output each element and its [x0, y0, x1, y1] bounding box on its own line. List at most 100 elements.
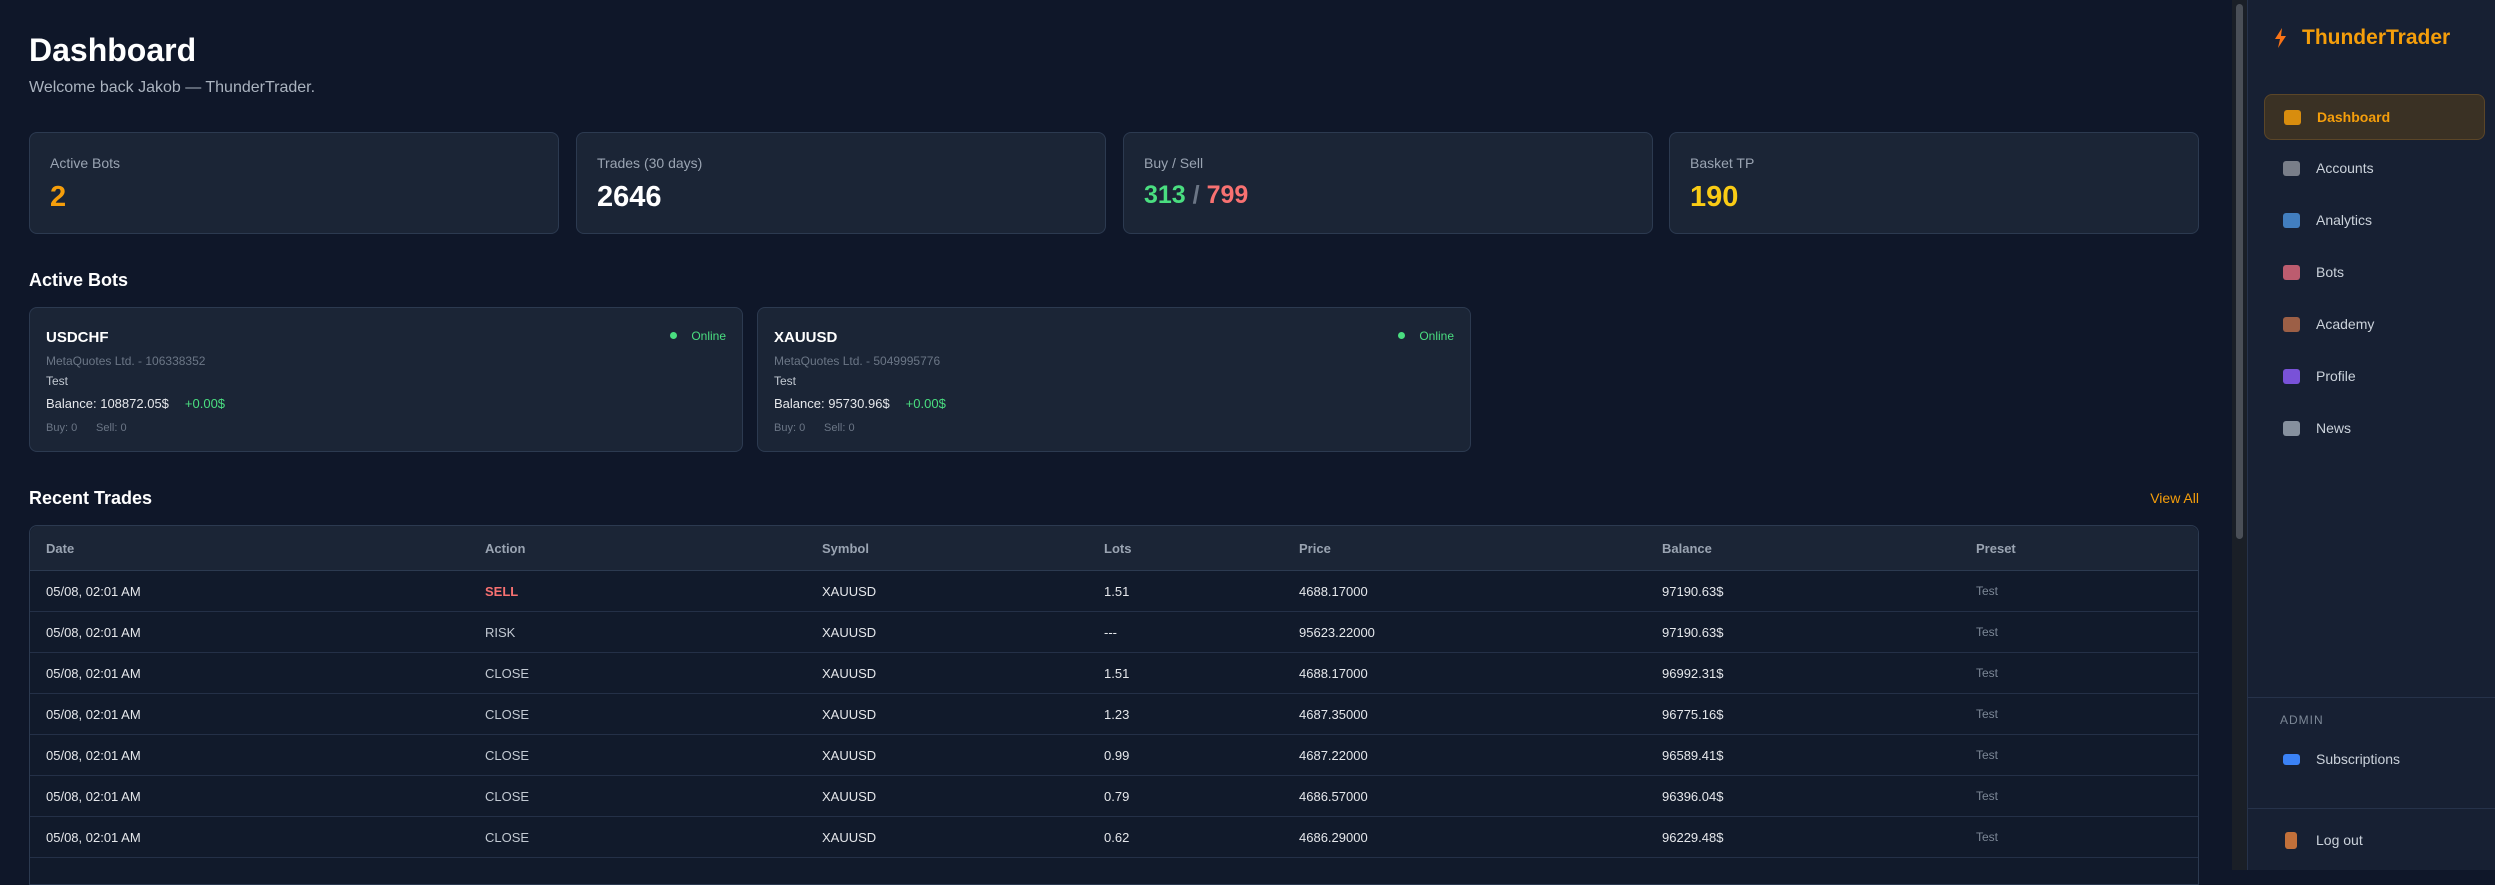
- sell-count: 799: [1206, 181, 1249, 209]
- table-row[interactable]: 05/08, 02:01 AM CLOSE XAUUSD 0.99 4687.22000…: [30, 735, 2198, 776]
- nav-icon: [2283, 317, 2300, 332]
- stat-label: Basket TP: [1690, 155, 1755, 171]
- bot-sell: Sell: 0: [824, 422, 855, 434]
- column-header: Date: [46, 541, 75, 556]
- table-row[interactable]: 05/08, 02:01 AM SELL XAUUSD 1.51 4688.17000 9…: [30, 571, 2198, 612]
- table-cell: SELL: [485, 584, 519, 599]
- column-header: Balance: [1662, 541, 1712, 556]
- brand[interactable]: ThunderTrader: [2302, 26, 2451, 49]
- table-cell: XAUUSD: [822, 584, 877, 599]
- table-cell: 96396.04$: [1662, 789, 1724, 804]
- table-cell: Test: [1976, 584, 1999, 598]
- nav-item[interactable]: News: [2264, 406, 2485, 452]
- separator: /: [1192, 181, 1200, 209]
- bot-card[interactable]: XAUUSD Online MetaQuotes Ltd. - 5049995776…: [757, 307, 1471, 452]
- divider: [2247, 808, 2495, 809]
- balance-label: Balance:: [774, 396, 825, 411]
- table-cell: Test: [1976, 789, 1999, 803]
- table-header: [30, 526, 2198, 571]
- table-cell: 96992.31$: [1662, 666, 1724, 681]
- bot-buy: Buy: 0: [774, 422, 806, 434]
- table-cell: XAUUSD: [822, 789, 877, 804]
- table-cell: 05/08, 02:01 AM: [46, 748, 141, 763]
- table-cell: 05/08, 02:01 AM: [46, 625, 141, 640]
- buy-count: 313: [1144, 181, 1186, 209]
- brand-icon: [2275, 28, 2286, 48]
- nav-item[interactable]: Profile: [2264, 354, 2485, 400]
- logout-button[interactable]: Log out: [2264, 818, 2485, 864]
- table-cell: 96589.41$: [1662, 748, 1724, 763]
- table-cell: 97190.63$: [1662, 584, 1724, 599]
- table-cell: 0.62: [1104, 830, 1130, 845]
- table-cell: 95623.22000: [1299, 625, 1375, 640]
- table-row[interactable]: 05/08, 02:01 AM CLOSE XAUUSD 0.79 4686.57000…: [30, 776, 2198, 817]
- table-cell: XAUUSD: [822, 707, 877, 722]
- nav-item[interactable]: Analytics: [2264, 198, 2485, 244]
- table-cell: 05/08, 02:01 AM: [46, 789, 141, 804]
- column-header: Action: [485, 541, 526, 556]
- nav-icon: [2283, 265, 2300, 280]
- table-row[interactable]: 05/08, 02:01 AM CLOSE XAUUSD 1.51 4688.17000…: [30, 653, 2198, 694]
- stat-label: Active Bots: [50, 155, 121, 171]
- table-cell: 96775.16$: [1662, 707, 1724, 722]
- bot-preset: Test: [774, 374, 797, 388]
- table-row[interactable]: 05/08, 02:01 AM CLOSE XAUUSD 1.23 4687.35000…: [30, 694, 2198, 735]
- nav-label: Bots: [2316, 264, 2345, 280]
- nav-icon: [2283, 754, 2300, 765]
- stat-value: 2: [50, 181, 67, 213]
- table-cell: 0.99: [1104, 748, 1130, 763]
- stat-card: Active Bots 2: [29, 132, 559, 234]
- admin-heading: ADMIN: [2280, 713, 2324, 727]
- column-header: Symbol: [822, 541, 869, 556]
- table-cell: CLOSE: [485, 748, 530, 763]
- nav-icon: [2283, 369, 2300, 384]
- page-title: Dashboard: [29, 32, 197, 68]
- table-row[interactable]: 05/08, 02:01 AM CLOSE XAUUSD 0.62 4686.29000…: [30, 817, 2198, 858]
- bot-account: MetaQuotes Ltd. - 5049995776: [774, 354, 941, 368]
- status-dot: [670, 332, 677, 339]
- table-cell: XAUUSD: [822, 748, 877, 763]
- nav-item[interactable]: Accounts: [2264, 146, 2485, 192]
- section-heading: Recent Trades: [29, 488, 153, 508]
- table-cell: 1.51: [1104, 666, 1130, 681]
- bot-card[interactable]: USDCHF Online MetaQuotes Ltd. - 106338352 T…: [29, 307, 743, 452]
- table-cell: Test: [1976, 666, 1999, 680]
- nav-item[interactable]: Academy: [2264, 302, 2485, 348]
- nav-icon: [2283, 161, 2300, 176]
- nav-item[interactable]: Bots: [2264, 250, 2485, 296]
- balance-value: 95730.96$: [828, 396, 890, 411]
- bot-status: Online: [691, 329, 726, 343]
- table-row[interactable]: 05/08, 02:01 AM RISK XAUUSD --- 95623.22000 9…: [30, 612, 2198, 653]
- table-cell: RISK: [485, 625, 516, 640]
- table-cell: 0.79: [1104, 789, 1130, 804]
- table-cell: 05/08, 02:01 AM: [46, 830, 141, 845]
- nav-label: Analytics: [2316, 212, 2373, 228]
- table-cell: 05/08, 02:01 AM: [46, 666, 141, 681]
- table-cell: Test: [1976, 830, 1999, 844]
- balance-label: Balance:: [46, 396, 97, 411]
- nav-label: Dashboard: [2317, 109, 2391, 125]
- stat-value: 2646: [597, 181, 662, 213]
- table-cell: 4686.29000: [1299, 830, 1368, 845]
- column-header: Price: [1299, 541, 1331, 556]
- table-cell: 4686.57000: [1299, 789, 1368, 804]
- table-cell: 4687.22000: [1299, 748, 1368, 763]
- bot-balance: Balance: 108872.05$ +0.00$: [46, 396, 225, 411]
- nav-item[interactable]: Subscriptions: [2264, 737, 2485, 783]
- table-cell: XAUUSD: [822, 625, 877, 640]
- status-dot: [1398, 332, 1405, 339]
- view-all-link[interactable]: View All: [2150, 490, 2199, 506]
- scrollbar[interactable]: [2232, 0, 2247, 870]
- stat-card: Buy / Sell 313 / 799: [1123, 132, 1653, 234]
- nav-label: Academy: [2316, 316, 2375, 332]
- bot-symbol: USDCHF: [46, 329, 109, 346]
- stat-card: Trades (30 days) 2646: [576, 132, 1106, 234]
- table-cell: ---: [1104, 625, 1117, 640]
- table-cell: CLOSE: [485, 830, 530, 845]
- table-cell: 4688.17000: [1299, 584, 1368, 599]
- table-cell: 1.51: [1104, 584, 1130, 599]
- bot-preset: Test: [46, 374, 69, 388]
- bot-account: MetaQuotes Ltd. - 106338352: [46, 354, 206, 368]
- nav-item[interactable]: Dashboard: [2264, 94, 2485, 140]
- nav-label: News: [2316, 420, 2352, 436]
